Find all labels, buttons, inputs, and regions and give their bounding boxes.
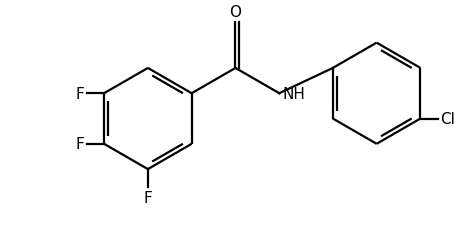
Text: O: O — [229, 4, 242, 19]
Text: F: F — [143, 191, 152, 206]
Text: NH: NH — [282, 86, 305, 101]
Text: Cl: Cl — [440, 112, 454, 126]
Text: F: F — [76, 86, 84, 101]
Text: F: F — [76, 137, 84, 152]
